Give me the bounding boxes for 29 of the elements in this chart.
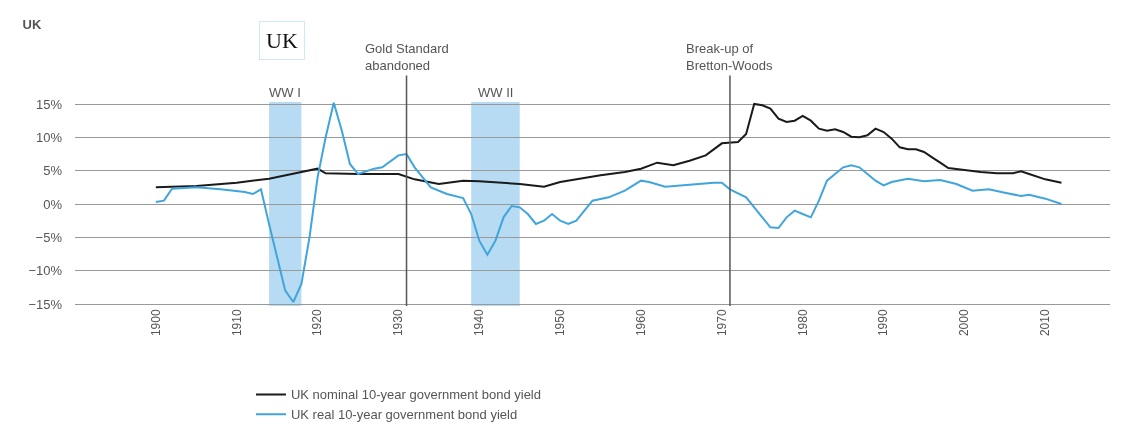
x-tick-label: 1970 xyxy=(714,309,729,337)
x-tick-label: 1950 xyxy=(553,309,568,337)
x-tick-label: 2010 xyxy=(1038,309,1053,337)
x-tick-label: 1960 xyxy=(633,309,648,337)
x-tick-label: 1980 xyxy=(795,309,810,337)
x-tick-label: 1940 xyxy=(472,309,487,337)
ref-line-label: Break-up of Bretton-Woods xyxy=(686,41,773,73)
chart-title: UK xyxy=(22,16,42,32)
ref-line-label: Gold Standard abandoned xyxy=(365,41,449,73)
x-tick-label: 2000 xyxy=(957,309,972,337)
text: UK xyxy=(266,28,298,53)
x-tick-label: 1920 xyxy=(310,309,325,337)
x-tick-label: 1910 xyxy=(229,309,244,337)
y-tick-label: 5% xyxy=(43,163,63,179)
legend-label: UK real 10-year government bond yield xyxy=(290,407,518,423)
band-label: WW II xyxy=(478,85,514,100)
legend-label: UK nominal 10-year government bond yield xyxy=(290,387,541,403)
line-series xyxy=(154,102,1063,303)
x-tick-label: 1900 xyxy=(148,309,163,337)
y-tick-label: 0% xyxy=(43,196,63,212)
y-tick-label: −15% xyxy=(28,296,63,312)
y-tick-label: −10% xyxy=(28,263,63,279)
band-label: WW I xyxy=(269,85,301,100)
y-tick-label: 10% xyxy=(35,129,63,145)
y-tick-label: 15% xyxy=(35,96,63,112)
x-tick-label: 1990 xyxy=(876,309,891,337)
y-tick-label: −5% xyxy=(35,229,63,245)
x-tick-label: 1930 xyxy=(391,309,406,337)
line-series xyxy=(154,103,1063,189)
